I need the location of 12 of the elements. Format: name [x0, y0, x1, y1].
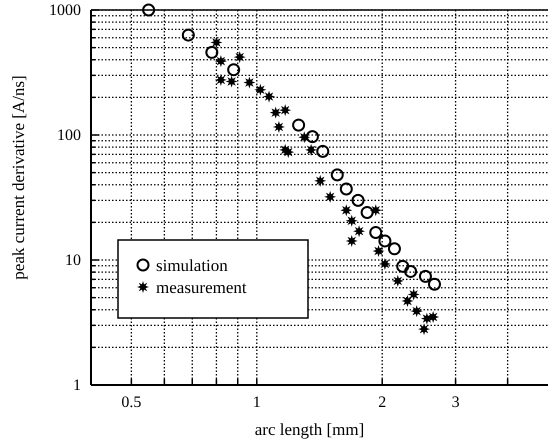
y-tick-label: 10 — [65, 252, 81, 269]
legend-label: measurement — [156, 278, 247, 297]
x-tick-label: 0.5 — [121, 394, 142, 411]
y-axis-title: peak current derivative [A/ns] — [9, 75, 28, 280]
y-tick-label: 100 — [57, 127, 81, 144]
x-tick-label: 1 — [252, 394, 261, 411]
x-tick-label: 3 — [452, 394, 460, 411]
x-tick-label: 2 — [378, 394, 386, 411]
y-tick-label: 1 — [73, 377, 81, 394]
x-axis-title: arc length [mm] — [254, 420, 364, 439]
legend-label: simulation — [156, 256, 228, 275]
y-tick-label: 1000 — [49, 2, 81, 19]
